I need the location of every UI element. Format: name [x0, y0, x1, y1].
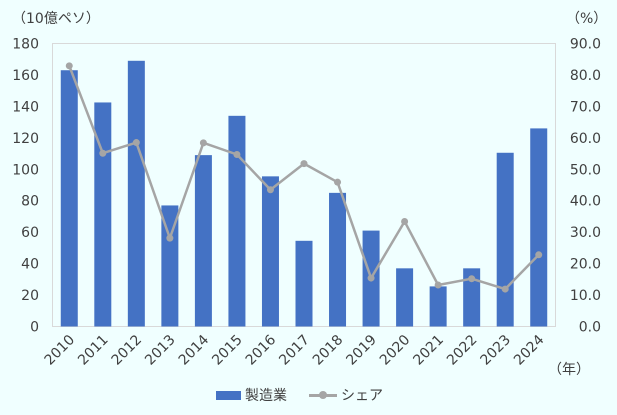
right-axis-ticks: 0.0 10.0 20.0 30.0 40.0 50.0 60.0 70.0 80.0 90.0: [570, 37, 601, 336]
share-point-2024: [535, 251, 543, 259]
left-tick-label: 20: [21, 288, 39, 304]
share-point-2012: [132, 139, 140, 147]
left-tick-label: 60: [21, 225, 39, 241]
bar-2011: [94, 102, 112, 327]
left-tick-label: 120: [12, 131, 39, 147]
right-tick-label: 50.0: [570, 162, 601, 178]
x-tick-label: 2017: [276, 332, 313, 369]
bar-2020: [396, 268, 414, 327]
line-series-share: [65, 62, 543, 293]
share-point-2023: [501, 285, 509, 293]
left-tick-label: 180: [12, 37, 39, 53]
bar-2015: [228, 115, 246, 327]
x-tick-label: 2021: [410, 332, 447, 369]
bar-2013: [161, 205, 179, 327]
right-tick-label: 90.0: [570, 37, 601, 53]
right-tick-label: 20.0: [570, 257, 601, 273]
share-point-2013: [166, 234, 174, 242]
x-axis-unit: （年）: [548, 362, 590, 378]
bar-2018: [329, 192, 347, 327]
right-tick-label: 80.0: [570, 68, 601, 84]
x-tick-label: 2016: [243, 332, 280, 369]
share-point-2021: [434, 281, 442, 289]
legend: 製造業 シェア: [216, 385, 405, 405]
right-tick-label: 40.0: [570, 194, 601, 210]
legend-label-manufacturing: 製造業: [245, 388, 287, 404]
legend-item-manufacturing: 製造業: [216, 385, 287, 405]
x-tick-label: 2022: [444, 332, 481, 369]
left-tick-label: 80: [21, 194, 39, 210]
share-point-2010: [65, 62, 73, 70]
bar-2023: [496, 152, 514, 327]
left-tick-label: 100: [12, 162, 39, 178]
right-tick-label: 70.0: [570, 99, 601, 115]
x-tick-label: 2014: [176, 332, 213, 369]
share-point-2017: [300, 160, 308, 168]
bar-2014: [194, 155, 212, 327]
legend-item-share: シェア: [309, 385, 383, 405]
x-tick-label: 2012: [109, 332, 146, 369]
bar-2024: [530, 128, 548, 327]
x-tick-label: 2024: [511, 332, 548, 369]
x-tick-label: 2020: [377, 332, 414, 369]
x-tick-label: 2013: [142, 332, 179, 369]
share-point-2011: [99, 149, 107, 157]
share-point-2016: [266, 186, 274, 194]
x-tick-label: 2018: [310, 332, 347, 369]
share-point-2014: [199, 139, 207, 147]
left-tick-label: 140: [12, 99, 39, 115]
left-tick-label: 40: [21, 257, 39, 273]
legend-label-share: シェア: [341, 388, 383, 404]
right-tick-label: 30.0: [570, 225, 601, 241]
bar-2010: [60, 70, 78, 327]
bar-2022: [463, 268, 481, 327]
x-tick-label: 2023: [478, 332, 515, 369]
left-tick-label: 160: [12, 68, 39, 84]
right-tick-label: 0.0: [579, 320, 601, 336]
share-point-2015: [233, 150, 241, 158]
left-axis-unit: （10億ペソ）: [12, 11, 100, 27]
bar-2016: [261, 176, 279, 327]
bar-2017: [295, 240, 313, 327]
left-tick-label: 0: [30, 320, 39, 336]
bar-2021: [429, 286, 447, 327]
share-point-2019: [367, 274, 375, 282]
x-axis-ticks: 2010201120122013201420152016201720182019…: [42, 332, 548, 369]
x-tick-label: 2019: [343, 332, 380, 369]
x-tick-label: 2015: [209, 332, 246, 369]
right-tick-label: 60.0: [570, 131, 601, 147]
share-point-2018: [334, 178, 342, 186]
right-axis-unit: （%）: [566, 11, 608, 27]
bar-2012: [127, 60, 145, 327]
bar-swatch-icon: [216, 390, 241, 400]
share-point-2020: [401, 217, 409, 225]
bar-series-manufacturing: [60, 60, 548, 327]
x-tick-label: 2010: [42, 332, 79, 369]
share-point-2022: [468, 275, 476, 283]
right-tick-label: 10.0: [570, 288, 601, 304]
x-tick-label: 2011: [75, 332, 112, 369]
left-axis-ticks: 0 20 40 60 80 100 120 140 160 180: [12, 37, 39, 336]
line-marker-icon: [309, 390, 337, 400]
